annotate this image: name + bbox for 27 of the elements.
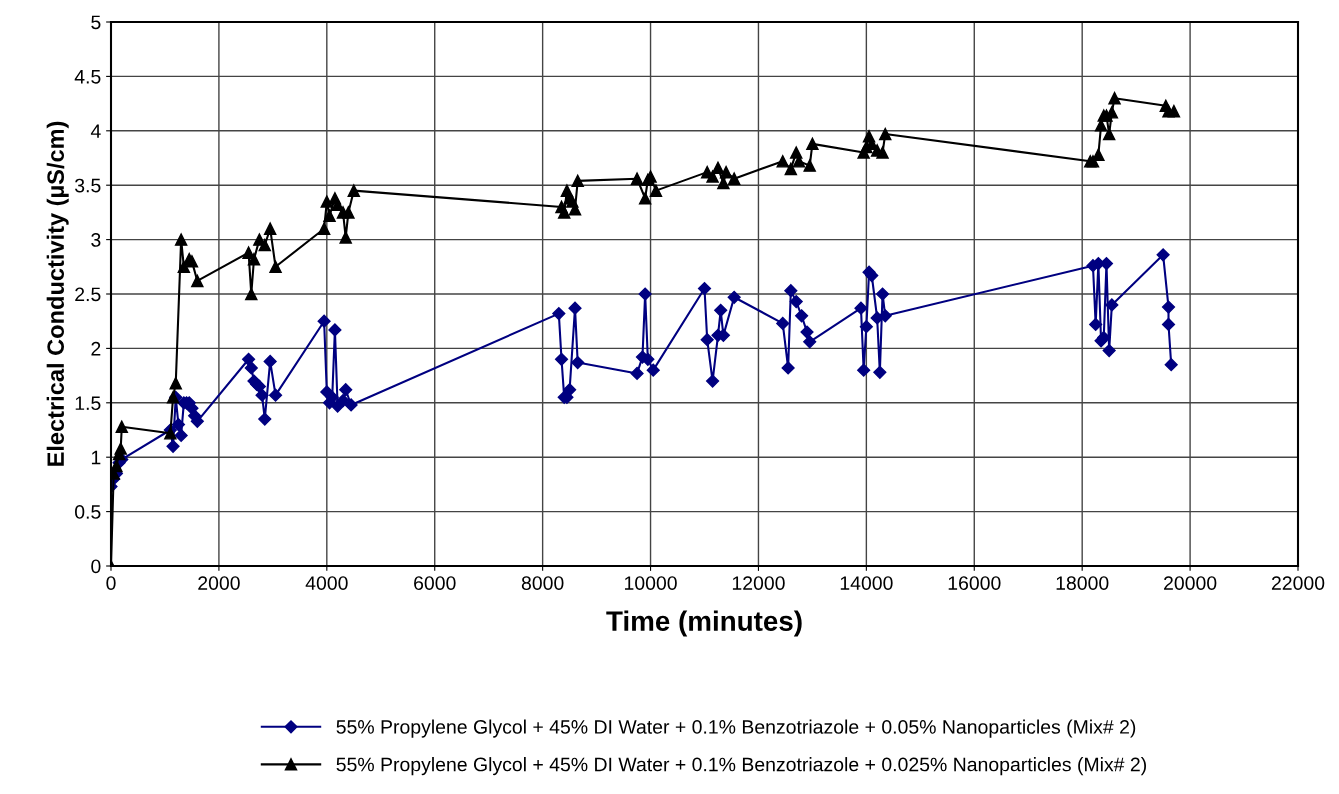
y-tick-label: 5 (91, 15, 101, 30)
y-tick-label: 4.5 (74, 70, 101, 84)
y-tick-label: 1 (91, 450, 101, 465)
x-tick-label: 0 (106, 576, 116, 590)
y-tick-label: 3.5 (74, 178, 101, 193)
x-tick-label: 2000 (198, 576, 240, 590)
x-tick-label: 10000 (625, 576, 677, 590)
y-tick-label: 2.5 (75, 287, 101, 302)
x-tick-label: 22000 (1271, 576, 1325, 590)
y-axis-title: Electrical Conductivity (µS/cm) (46, 121, 69, 466)
x-tick-label: 8000 (521, 576, 564, 590)
y-tick-label: 1.5 (75, 396, 101, 411)
x-tick-label: 16000 (948, 576, 1001, 590)
y-tick-label: 3 (91, 233, 101, 247)
x-tick-label: 6000 (414, 576, 456, 590)
x-tick-label: 18000 (1056, 576, 1109, 590)
legend-label: 55% Propylene Glycol + 45% DI Water + 0.1% Benzotriazole + 0.025% Nanoparticles (Mix# 2) (336, 757, 1146, 776)
y-tick-label: 0 (91, 559, 101, 574)
y-tick-label: 0.5 (75, 505, 101, 519)
y-tick-label: 2 (91, 341, 101, 356)
y-tick-label: 4 (90, 124, 101, 138)
x-tick-label: 12000 (732, 576, 785, 590)
x-tick-label: 20000 (1164, 576, 1217, 590)
x-tick-label: 4000 (305, 576, 348, 590)
legend-label: 55% Propylene Glycol + 45% DI Water + 0.1% Benzotriazole + 0.05% Nanoparticles (Mix# 2) (336, 719, 1136, 738)
x-axis-title: Time (minutes) (606, 610, 802, 637)
x-tick-label: 14000 (840, 576, 893, 590)
